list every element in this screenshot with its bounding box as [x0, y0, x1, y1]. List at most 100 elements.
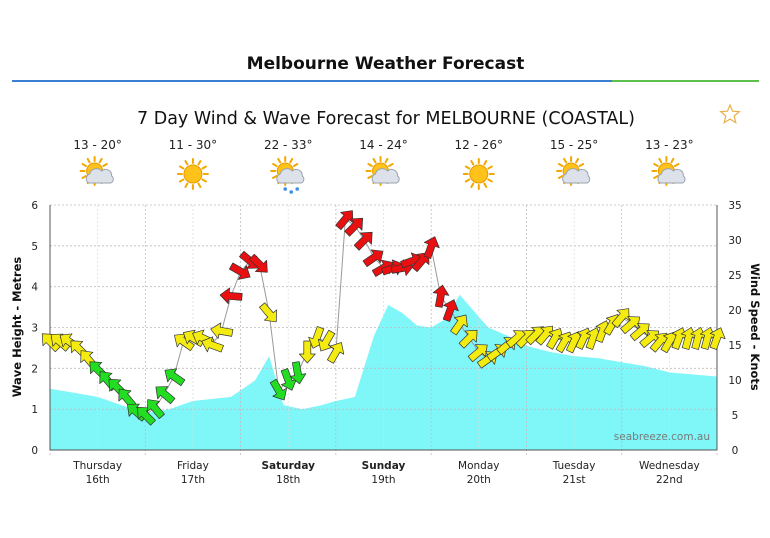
- sun-ray: [487, 165, 493, 170]
- chart-title: 7 Day Wind & Wave Forecast for MELBOURNE…: [137, 109, 635, 129]
- y-left-tick-label: 4: [31, 282, 38, 294]
- sun-ray: [557, 175, 564, 179]
- x-axis-date-label: 22nd: [656, 474, 683, 486]
- page-title: Melbourne Weather Forecast: [246, 54, 525, 74]
- wind-arrow: [201, 336, 224, 353]
- wind-arrow: [155, 386, 176, 405]
- sun-ray: [272, 175, 278, 179]
- wind-arrow: [423, 236, 440, 259]
- sun-ray: [388, 163, 394, 167]
- x-axis-date-label: 16th: [86, 474, 110, 486]
- y-left-tick-label: 1: [31, 404, 38, 416]
- wave-height-area: [50, 294, 717, 450]
- wind-arrow: [298, 340, 316, 364]
- wind-arrow: [344, 217, 364, 237]
- wind-arrow: [709, 327, 726, 350]
- sun-ray: [578, 163, 585, 167]
- sun-ray: [197, 182, 202, 188]
- cloud-shape: [562, 168, 591, 184]
- sun-ray: [197, 160, 202, 166]
- wind-arrow: [174, 333, 195, 352]
- day-temperature-range: 12 - 26°: [455, 138, 504, 152]
- y-left-tick-label: 3: [31, 323, 38, 335]
- wind-arrow: [362, 249, 384, 268]
- sun-ray: [81, 163, 87, 167]
- header-rule-blue: [12, 80, 612, 82]
- y-right-tick-label: 30: [728, 235, 741, 247]
- wind-arrow: [318, 329, 336, 352]
- wind-arrow: [442, 299, 459, 322]
- sun-ray: [102, 163, 108, 167]
- sun-ray: [289, 157, 294, 164]
- wind-arrow: [228, 262, 251, 280]
- sun-ray: [81, 175, 87, 179]
- cloud-shape: [85, 168, 114, 184]
- day-temperature-range: 13 - 23°: [645, 138, 694, 152]
- favourite-star-button[interactable]: [719, 103, 741, 125]
- wind-arrow: [611, 308, 630, 329]
- x-axis-day-label: Monday: [458, 460, 499, 472]
- x-axis-day-label: Tuesday: [552, 460, 596, 472]
- wind-arrow: [269, 378, 287, 401]
- y-left-tick-label: 6: [31, 200, 38, 212]
- cloud-shape: [657, 168, 686, 184]
- wind-arrow: [164, 368, 186, 387]
- sun-ray: [470, 182, 475, 188]
- wind-arrow: [450, 314, 468, 336]
- y-right-tick-label: 15: [728, 340, 741, 352]
- page-header: Melbourne Weather Forecast: [12, 48, 759, 82]
- sun-icon: [176, 158, 209, 190]
- wind-arrow: [629, 323, 650, 342]
- y-right-tick-label: 35: [728, 200, 741, 212]
- sun-ray: [184, 182, 189, 188]
- day-temperature-range: 11 - 30°: [169, 138, 218, 152]
- y-left-tick-label: 5: [31, 241, 38, 253]
- wind-arrow: [147, 399, 165, 420]
- star-outline-icon: [719, 103, 741, 124]
- sun-ray: [464, 165, 471, 170]
- cloud-shape: [371, 168, 400, 184]
- sun-ray: [292, 163, 299, 167]
- sun-icon: [462, 158, 495, 190]
- plot-area: 0 1 2 3 4 5 6 0 5 10 15 20 25 30 35: [31, 200, 741, 457]
- rain-drop: [289, 190, 294, 194]
- day-forecast-strip: 13 - 20° Thursday 16th 11 - 30° Friday 17th 22…: [72, 138, 700, 486]
- y-left-tick-label: 0: [31, 445, 38, 457]
- x-axis-day-label: Friday: [177, 460, 209, 472]
- wind-arrow: [289, 361, 307, 385]
- wind-arrow: [219, 287, 243, 305]
- sun-ray: [483, 182, 488, 188]
- day-temperature-range: 13 - 20°: [73, 138, 122, 152]
- sun-ray: [384, 157, 389, 164]
- header-rule: [12, 80, 759, 83]
- wind-arrow: [327, 342, 345, 364]
- sun-ray: [178, 165, 185, 170]
- wind-arrow: [620, 316, 640, 335]
- x-axis-date-label: 21st: [563, 474, 586, 486]
- sun-ray: [372, 157, 377, 164]
- y-right-tick-label: 25: [728, 270, 741, 282]
- wind-arrow: [432, 284, 450, 308]
- sun-ray: [670, 157, 675, 164]
- x-axis-day-label: Thursday: [72, 460, 122, 472]
- sun-ray: [487, 178, 493, 183]
- sun-ray: [653, 175, 659, 179]
- sun-ray: [658, 157, 663, 164]
- sun-ray: [563, 157, 568, 164]
- sun-ray: [367, 163, 373, 167]
- sun-cloud-icon: [365, 156, 400, 186]
- y-right-tick-label: 20: [728, 305, 741, 317]
- sun-cloud-rain-icon: [270, 156, 305, 194]
- wind-arrow: [335, 210, 354, 231]
- sun-ray: [178, 178, 185, 183]
- sun-ray: [201, 178, 207, 183]
- sun-ray: [557, 163, 564, 167]
- y-right-tick-label: 10: [728, 375, 741, 387]
- y-axis-right-label: Wind Speed - Knots: [748, 263, 762, 391]
- wind-arrow: [210, 322, 234, 339]
- x-axis-day-label: Saturday: [261, 460, 315, 472]
- sun-ray: [470, 160, 475, 166]
- sun-disc: [469, 164, 489, 184]
- sun-cloud-icon: [79, 156, 114, 186]
